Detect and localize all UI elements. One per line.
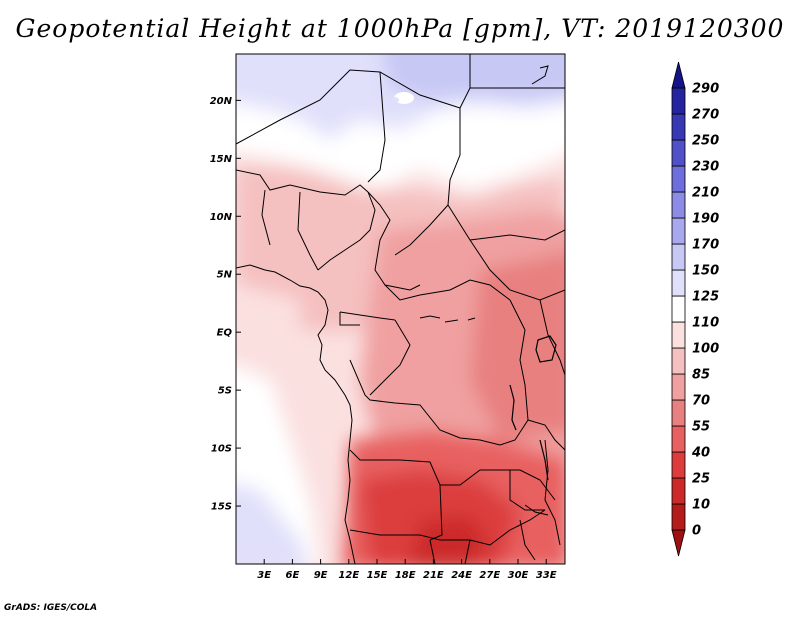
- colorbar-segment: [671, 87, 686, 115]
- colorbar-label: 110: [692, 316, 719, 331]
- chart-title: Geopotential Height at 1000hPa [gpm], VT…: [15, 14, 785, 43]
- colorbar-segment: [671, 243, 686, 271]
- border-line: [429, 539, 436, 564]
- border-line: [447, 204, 565, 301]
- colorbar-label: 190: [692, 212, 719, 227]
- border-line: [544, 439, 561, 546]
- colorbar-label: 270: [692, 108, 719, 123]
- border-line: [539, 299, 565, 376]
- colorbar-segment: [671, 321, 686, 349]
- colorbar-label: 125: [692, 290, 719, 305]
- colorbar-segment: [671, 451, 686, 479]
- border-line: [236, 54, 471, 145]
- border-line: [349, 449, 556, 501]
- colorbar-label: 55: [692, 420, 710, 435]
- coastline: [236, 264, 356, 564]
- colorbar-label: 25: [692, 472, 710, 487]
- grads-credit: GrADS: IGES/COLA: [4, 603, 98, 613]
- colorbar-segment: [671, 373, 686, 401]
- border-line: [499, 299, 529, 446]
- colorbar-segment: [671, 191, 686, 219]
- border-line: [297, 191, 319, 271]
- border-line: [509, 470, 545, 511]
- border-line: [369, 319, 411, 396]
- nile-marker: [531, 65, 549, 85]
- lat-tick-label: 20N: [210, 96, 233, 107]
- colorbar-label: 70: [692, 394, 710, 409]
- lake-tanganyika: [509, 384, 517, 431]
- border-line: [447, 108, 461, 206]
- lon-tick-label: 33E: [536, 570, 557, 581]
- tibesti-spot: [394, 92, 414, 104]
- colorbar-segment: [671, 269, 686, 297]
- border-line: [527, 419, 565, 451]
- colorbar-label: 290: [692, 82, 719, 97]
- lat-tick-label: 15N: [210, 154, 233, 165]
- colorbar-label: 10: [692, 498, 710, 513]
- colorbar-top-triangle: [671, 61, 686, 89]
- lake-victoria: [535, 335, 557, 363]
- colorbar-segment: [671, 399, 686, 427]
- lake-malawi: [539, 439, 549, 481]
- border-line: [236, 169, 369, 196]
- colorbar: 0 10 25 40 55 70 85 100 110 125 150 170 190 210 230 250…: [671, 61, 719, 557]
- colorbar-label: 170: [692, 238, 719, 253]
- colorbar-segment: [671, 217, 686, 245]
- lon-tick-label: 12E: [338, 570, 359, 581]
- colorbar-label: 210: [692, 186, 719, 201]
- tibesti-core: [391, 97, 399, 103]
- latitude-axis: 20N 15N 10N 5N EQ 5S 10S 15S: [210, 96, 241, 513]
- lat-tick-label: EQ: [217, 328, 233, 339]
- map-frame: [235, 53, 566, 565]
- colorbar-segment: [671, 347, 686, 375]
- lon-tick-label: 3E: [257, 570, 271, 581]
- colorbar-segment: [671, 503, 686, 531]
- colorbar-label: 150: [692, 264, 719, 279]
- border-line: [317, 191, 376, 271]
- colorbar-label: 85: [692, 368, 710, 383]
- colorbar-label: 250: [692, 134, 719, 149]
- colorbar-label: 230: [692, 160, 719, 175]
- colorbar-bottom-triangle: [671, 529, 686, 557]
- colorbar-segment: [671, 295, 686, 323]
- lon-tick-label: 18E: [395, 570, 416, 581]
- lon-tick-label: 27E: [479, 570, 500, 581]
- lon-tick-label: 9E: [314, 570, 328, 581]
- border-line: [394, 204, 449, 256]
- colorbar-label: 0: [692, 524, 701, 539]
- lat-tick-label: 10N: [210, 212, 233, 223]
- border-line: [519, 519, 536, 561]
- longitude-axis: 3E 6E 9E 12E 15E 18E 21E 24E 27E 30E 33E: [257, 559, 557, 581]
- colorbar-segment: [671, 477, 686, 505]
- lon-tick-label: 21E: [423, 570, 444, 581]
- field-layer: [236, 54, 565, 564]
- border-line: [464, 539, 471, 564]
- border-line: [339, 312, 360, 326]
- colorbar-segment: [671, 165, 686, 193]
- lat-tick-label: 15S: [211, 502, 232, 513]
- colorbar-label: 100: [692, 342, 719, 357]
- border-line: [349, 359, 501, 446]
- border-line: [339, 311, 396, 321]
- lon-tick-label: 24E: [451, 570, 472, 581]
- colorbar-segment: [671, 139, 686, 167]
- border-line: [367, 191, 421, 291]
- colorbar-segment: [671, 425, 686, 453]
- border-line: [367, 71, 386, 183]
- lake-outline: [419, 315, 476, 323]
- lake-kariba: [524, 504, 549, 516]
- country-borders: [236, 54, 565, 564]
- colorbar-label: 40: [691, 446, 710, 461]
- lat-tick-label: 5N: [217, 270, 233, 281]
- lat-tick-label: 10S: [211, 444, 232, 455]
- lon-tick-label: 30E: [508, 570, 529, 581]
- lon-tick-label: 15E: [367, 570, 388, 581]
- border-line: [261, 189, 271, 246]
- colorbar-segment: [671, 113, 686, 141]
- lat-tick-label: 5S: [218, 386, 232, 397]
- lon-tick-label: 6E: [286, 570, 300, 581]
- border-line: [384, 279, 511, 301]
- border-line: [469, 229, 565, 241]
